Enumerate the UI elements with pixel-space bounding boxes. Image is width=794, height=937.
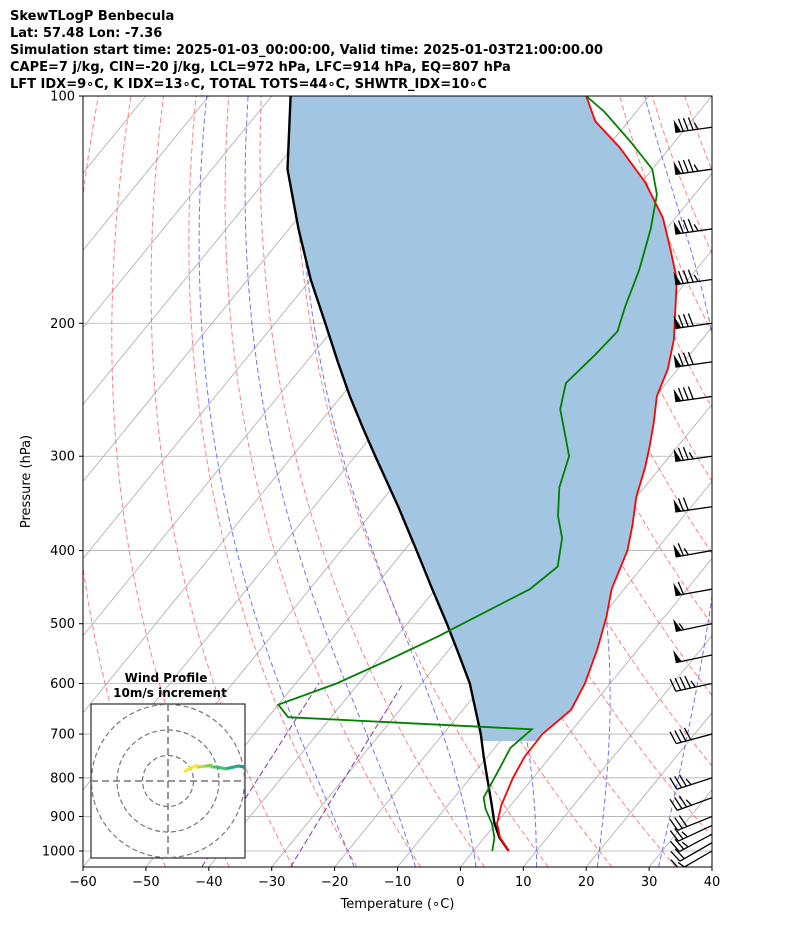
wind-barb	[669, 727, 712, 745]
wind-barb	[673, 218, 712, 235]
x-tick-label: 20	[578, 875, 595, 890]
hodograph-segment	[252, 766, 259, 768]
isotherm-line	[585, 712, 712, 867]
wind-barb	[669, 824, 712, 842]
dry-adiabat	[717, 96, 794, 867]
hodograph-segment	[244, 765, 245, 769]
wind-barb	[670, 842, 712, 862]
wind-barb	[670, 833, 712, 853]
wind-barb	[673, 269, 712, 286]
wind-barb	[673, 618, 712, 633]
wind-barb	[673, 351, 712, 368]
dry-adiabat	[684, 96, 712, 172]
chart-title: SkewTLogP Benbecula	[10, 9, 175, 24]
x-axis-label: Temperature (∘C)	[340, 897, 455, 912]
wind-barb	[670, 850, 712, 867]
wind-barb	[669, 815, 712, 831]
cin-shading	[287, 96, 677, 741]
x-tick-label: −30	[258, 875, 285, 890]
y-tick-label: 400	[50, 544, 75, 559]
dry-adiabat	[224, 96, 422, 867]
cape-line: CAPE=7 j/kg, CIN=-20 j/kg, LCL=972 hPa, …	[10, 60, 511, 75]
hodograph-title: Wind Profile	[125, 671, 208, 685]
wind-barb	[673, 386, 712, 403]
x-tick-label: −50	[132, 875, 159, 890]
wind-barb	[669, 795, 712, 811]
dry-adiabat	[750, 96, 794, 867]
y-tick-label: 600	[50, 677, 75, 692]
y-tick-label: 900	[50, 810, 75, 825]
wind-barb	[673, 581, 712, 597]
isotherm-line	[522, 635, 712, 867]
hodograph-segment	[265, 766, 271, 767]
x-tick-label: 10	[515, 875, 532, 890]
wind-barb	[673, 649, 712, 664]
wind-barb	[673, 446, 712, 463]
isotherm-line	[83, 96, 273, 328]
dry-adiabat	[651, 96, 712, 255]
wind-barb	[669, 774, 712, 790]
isotherm-line	[460, 557, 712, 867]
wind-barb	[673, 117, 712, 134]
wind-barb	[673, 497, 712, 513]
isotherm-line	[711, 866, 712, 867]
x-tick-label: 30	[641, 875, 658, 890]
y-tick-label: 700	[50, 728, 75, 743]
wind-barb	[673, 543, 712, 558]
moist-adiabat	[198, 96, 355, 867]
hodograph-segment	[183, 766, 193, 773]
isotherm-line	[775, 96, 794, 867]
isotherm-line	[83, 96, 210, 251]
y-tick-label: 500	[50, 617, 75, 632]
y-tick-label: 200	[50, 317, 75, 332]
y-tick-label: 800	[50, 771, 75, 786]
x-tick-label: −10	[384, 875, 411, 890]
isotherm-line	[648, 789, 712, 867]
y-tick-label: 100	[50, 90, 75, 105]
time-line: Simulation start time: 2025-01-03_00:00:…	[10, 43, 603, 58]
plot-area	[83, 96, 794, 867]
dry-adiabat	[259, 96, 485, 867]
mixing-ratio-line	[290, 683, 404, 867]
x-tick-label: −60	[69, 875, 96, 890]
wind-barb	[673, 313, 712, 330]
x-tick-label: 0	[456, 875, 464, 890]
x-tick-label: −40	[195, 875, 222, 890]
isotherm-line	[83, 96, 84, 97]
y-tick-label: 1000	[42, 845, 75, 860]
hodograph-subtitle: 10m/s increment	[113, 686, 227, 700]
location-line: Lat: 57.48 Lon: -7.36	[10, 26, 163, 41]
dry-adiabat	[188, 96, 358, 867]
dry-adiabat	[293, 96, 549, 867]
moist-adiabat	[720, 96, 794, 867]
isotherm-line	[83, 96, 398, 483]
dewpoint-line	[276, 96, 658, 852]
x-tick-label: 40	[704, 875, 721, 890]
hodograph-ring	[91, 704, 245, 858]
moist-adiabat	[244, 96, 416, 867]
hodograph-segment	[272, 765, 278, 766]
isotherm-line	[334, 403, 712, 867]
dry-adiabat	[150, 96, 294, 867]
wind-barb	[673, 159, 712, 175]
moist-adiabat	[298, 96, 477, 867]
y-tick-label: 300	[50, 450, 75, 465]
moist-adiabat	[644, 96, 712, 867]
dry-adiabat	[783, 96, 794, 867]
y-axis-label: Pressure (hPa)	[19, 435, 34, 528]
temperature-line	[496, 96, 678, 852]
isotherm-line	[83, 96, 335, 406]
wind-barb	[669, 675, 712, 692]
indices-line: LFT IDX=9∘C, K IDX=13∘C, TOTAL TOTS=44∘C…	[10, 77, 487, 92]
x-tick-label: −20	[321, 875, 348, 890]
